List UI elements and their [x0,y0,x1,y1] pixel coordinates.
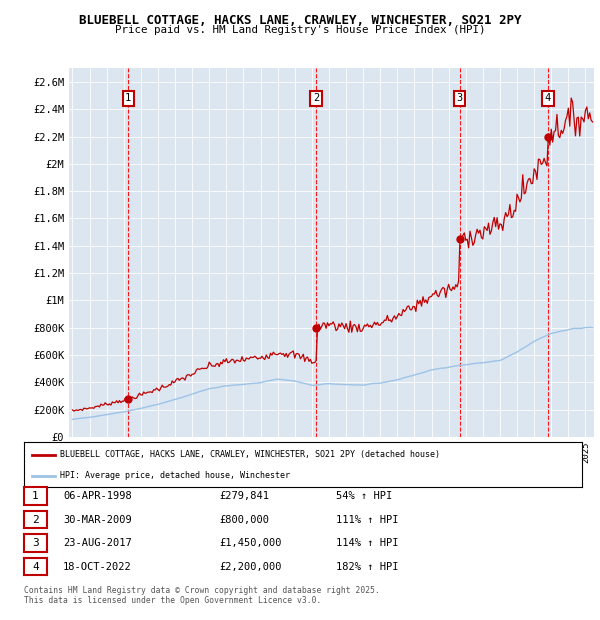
Text: 30-MAR-2009: 30-MAR-2009 [63,515,132,525]
Text: 4: 4 [32,562,39,572]
Text: 2: 2 [313,93,319,104]
Text: 1: 1 [125,93,131,104]
Text: BLUEBELL COTTAGE, HACKS LANE, CRAWLEY, WINCHESTER, SO21 2PY: BLUEBELL COTTAGE, HACKS LANE, CRAWLEY, W… [79,14,521,27]
Text: 114% ↑ HPI: 114% ↑ HPI [336,538,398,548]
Text: HPI: Average price, detached house, Winchester: HPI: Average price, detached house, Winc… [60,471,290,480]
Text: 1: 1 [32,491,39,501]
Text: 3: 3 [32,538,39,548]
Text: 4: 4 [545,93,551,104]
Text: 54% ↑ HPI: 54% ↑ HPI [336,491,392,501]
Text: £1,450,000: £1,450,000 [219,538,281,548]
Text: 3: 3 [457,93,463,104]
Text: BLUEBELL COTTAGE, HACKS LANE, CRAWLEY, WINCHESTER, SO21 2PY (detached house): BLUEBELL COTTAGE, HACKS LANE, CRAWLEY, W… [60,450,440,459]
Text: 06-APR-1998: 06-APR-1998 [63,491,132,501]
Text: £2,200,000: £2,200,000 [219,562,281,572]
Text: 23-AUG-2017: 23-AUG-2017 [63,538,132,548]
Text: 182% ↑ HPI: 182% ↑ HPI [336,562,398,572]
Text: Contains HM Land Registry data © Crown copyright and database right 2025.
This d: Contains HM Land Registry data © Crown c… [24,586,380,605]
Text: £279,841: £279,841 [219,491,269,501]
Text: 111% ↑ HPI: 111% ↑ HPI [336,515,398,525]
Text: 2: 2 [32,515,39,525]
Text: 18-OCT-2022: 18-OCT-2022 [63,562,132,572]
Text: £800,000: £800,000 [219,515,269,525]
Text: Price paid vs. HM Land Registry's House Price Index (HPI): Price paid vs. HM Land Registry's House … [115,25,485,35]
